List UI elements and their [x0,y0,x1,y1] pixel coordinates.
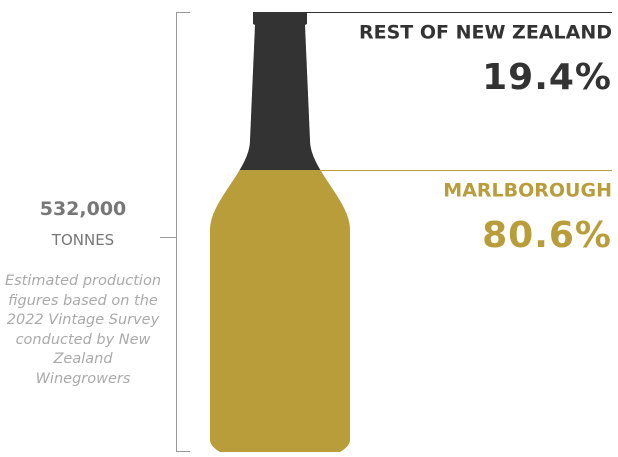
bottle-segment [200,170,360,453]
series-name: REST OF NEW ZEALAND [359,22,612,44]
series-value: 80.6% [482,215,612,256]
total: 532,000 [0,198,166,220]
total-unit: TONNES [0,231,166,249]
series-value: 19.4% [482,57,612,98]
infographic: REST OF NEW ZEALAND 19.4% MARLBOROUGH 80.6%… [0,0,618,457]
bottle-segment [200,12,360,171]
series-name: MARLBOROUGH [443,180,612,202]
note: Estimated production figures based on th… [4,272,162,389]
